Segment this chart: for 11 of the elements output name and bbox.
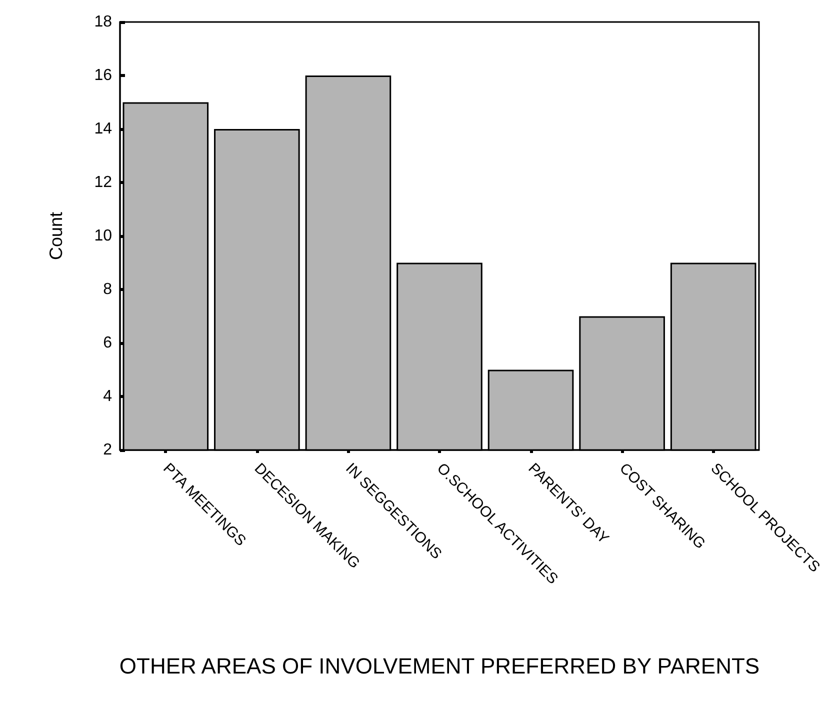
y-tick-label: 12 (94, 174, 112, 191)
y-tick-label: 8 (103, 281, 112, 298)
y-tick-label: 18 (94, 14, 112, 30)
y-tick-label: 14 (94, 120, 112, 138)
y-tick-label: 16 (94, 67, 112, 84)
y-axis-title: Count (46, 212, 66, 260)
y-tick-label: 4 (103, 388, 112, 405)
y-tick-label: 2 (103, 442, 112, 458)
y-tick-label: 6 (103, 334, 112, 352)
x-axis-title: OTHER AREAS OF INVOLVEMENT PREFERRED BY PARENTS (119, 654, 760, 678)
y-tick-label: 10 (94, 228, 112, 244)
